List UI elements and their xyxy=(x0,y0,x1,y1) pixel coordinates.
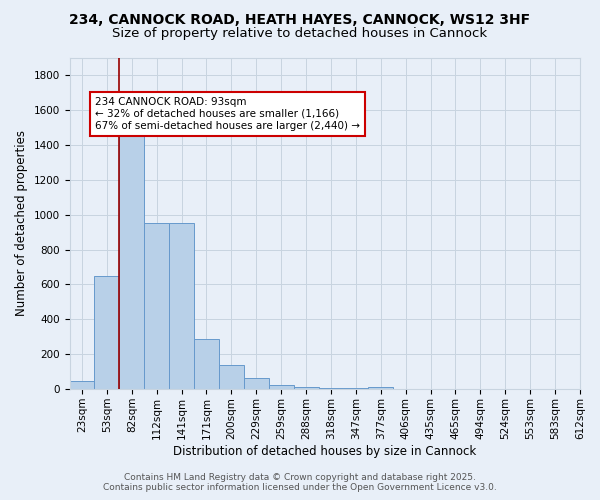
Text: Contains HM Land Registry data © Crown copyright and database right 2025.
Contai: Contains HM Land Registry data © Crown c… xyxy=(103,473,497,492)
Text: 234 CANNOCK ROAD: 93sqm
← 32% of detached houses are smaller (1,166)
67% of semi: 234 CANNOCK ROAD: 93sqm ← 32% of detache… xyxy=(95,98,360,130)
Bar xyxy=(119,128,144,389)
Bar xyxy=(194,338,219,389)
Bar xyxy=(169,224,194,389)
Bar xyxy=(269,386,293,389)
Bar xyxy=(144,224,169,389)
Bar xyxy=(293,388,319,389)
Text: 234, CANNOCK ROAD, HEATH HAYES, CANNOCK, WS12 3HF: 234, CANNOCK ROAD, HEATH HAYES, CANNOCK,… xyxy=(70,12,530,26)
Bar xyxy=(368,388,393,389)
Bar xyxy=(319,388,343,389)
Bar xyxy=(244,378,269,389)
Bar xyxy=(94,276,119,389)
Bar xyxy=(393,388,418,389)
X-axis label: Distribution of detached houses by size in Cannock: Distribution of detached houses by size … xyxy=(173,444,476,458)
Bar xyxy=(343,388,368,389)
Y-axis label: Number of detached properties: Number of detached properties xyxy=(15,130,28,316)
Text: Size of property relative to detached houses in Cannock: Size of property relative to detached ho… xyxy=(112,28,488,40)
Bar xyxy=(70,382,94,389)
Bar xyxy=(219,364,244,389)
